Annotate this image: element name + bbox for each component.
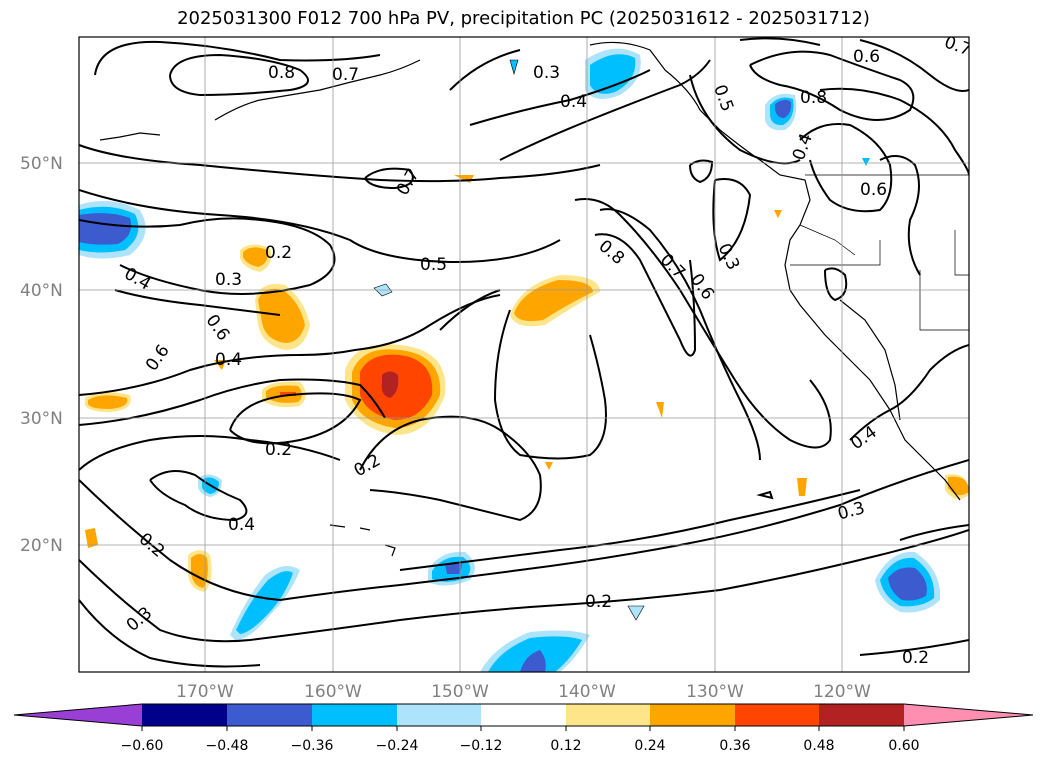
contour-label: 0.2 bbox=[265, 440, 292, 460]
colorbar-tick-label: 0.36 bbox=[719, 738, 750, 754]
colorbar: −0.60 −0.48 −0.36 −0.24 −0.12 0.12 0.24 … bbox=[13, 703, 1034, 754]
contour-label: 0.7 bbox=[332, 65, 359, 85]
longitude-labels: 170°W 160°W 150°W 140°W 130°W 120°W bbox=[176, 682, 871, 702]
colorbar-tick-label: −0.24 bbox=[376, 738, 419, 754]
lon-label: 140°W bbox=[558, 682, 616, 702]
colorbar-segment bbox=[227, 704, 312, 726]
lat-label: 30°N bbox=[20, 409, 63, 429]
map-frame bbox=[78, 36, 970, 673]
colorbar-tick-label: −0.36 bbox=[291, 738, 334, 754]
colorbar-tick-label: 0.24 bbox=[634, 738, 665, 754]
colorbar-tick-label: 0.12 bbox=[550, 738, 581, 754]
lon-label: 160°W bbox=[304, 682, 362, 702]
colorbar-extend-max bbox=[904, 704, 1033, 726]
colorbar-extend-min bbox=[14, 704, 142, 726]
contour-label: 0.4 bbox=[215, 350, 242, 370]
lon-label: 130°W bbox=[686, 682, 744, 702]
colorbar-segment bbox=[735, 704, 819, 726]
contour-label: 0.8 bbox=[268, 63, 295, 83]
contour-label: 0.4 bbox=[560, 92, 587, 112]
colorbar-segment bbox=[650, 704, 735, 726]
contour-label: 0.8 bbox=[800, 88, 827, 108]
colorbar-segment bbox=[312, 704, 397, 726]
graticule bbox=[79, 37, 969, 672]
map-background bbox=[79, 37, 969, 672]
contour-label: 0.5 bbox=[420, 255, 447, 275]
latitude-labels: 50°N 40°N 30°N 20°N bbox=[20, 154, 63, 556]
colorbar-segment bbox=[397, 704, 481, 726]
colorbar-tick-label: −0.12 bbox=[460, 738, 503, 754]
lat-label: 40°N bbox=[20, 281, 63, 301]
lat-label: 50°N bbox=[20, 154, 63, 174]
contour-label: 0.2 bbox=[585, 592, 612, 612]
colorbar-tick-label: 0.60 bbox=[888, 738, 919, 754]
contour-label: 0.3 bbox=[533, 63, 560, 83]
lon-label: 150°W bbox=[431, 682, 489, 702]
contour-label: 0.6 bbox=[860, 180, 887, 200]
colorbar-tick-label: −0.48 bbox=[206, 738, 249, 754]
lon-label: 120°W bbox=[813, 682, 871, 702]
colorbar-tick-label: −0.60 bbox=[121, 738, 164, 754]
contour-label: 0.4 bbox=[228, 515, 255, 535]
lon-label: 170°W bbox=[176, 682, 234, 702]
colorbar-segment bbox=[142, 704, 227, 726]
colorbar-segment bbox=[481, 704, 566, 726]
lat-label: 20°N bbox=[20, 536, 63, 556]
contour-label: 0.2 bbox=[265, 243, 292, 263]
colorbar-segment bbox=[566, 704, 650, 726]
map-title: 2025031300 F012 700 hPa PV, precipitatio… bbox=[177, 8, 870, 29]
contour-label: 0.6 bbox=[853, 47, 880, 67]
contour-label: 0.3 bbox=[215, 270, 242, 290]
colorbar-segment bbox=[819, 704, 904, 726]
colorbar-tick-label: 0.48 bbox=[803, 738, 834, 754]
precip-shading bbox=[79, 48, 969, 672]
coastlines bbox=[99, 41, 961, 557]
contour-label: 0.2 bbox=[902, 648, 929, 668]
